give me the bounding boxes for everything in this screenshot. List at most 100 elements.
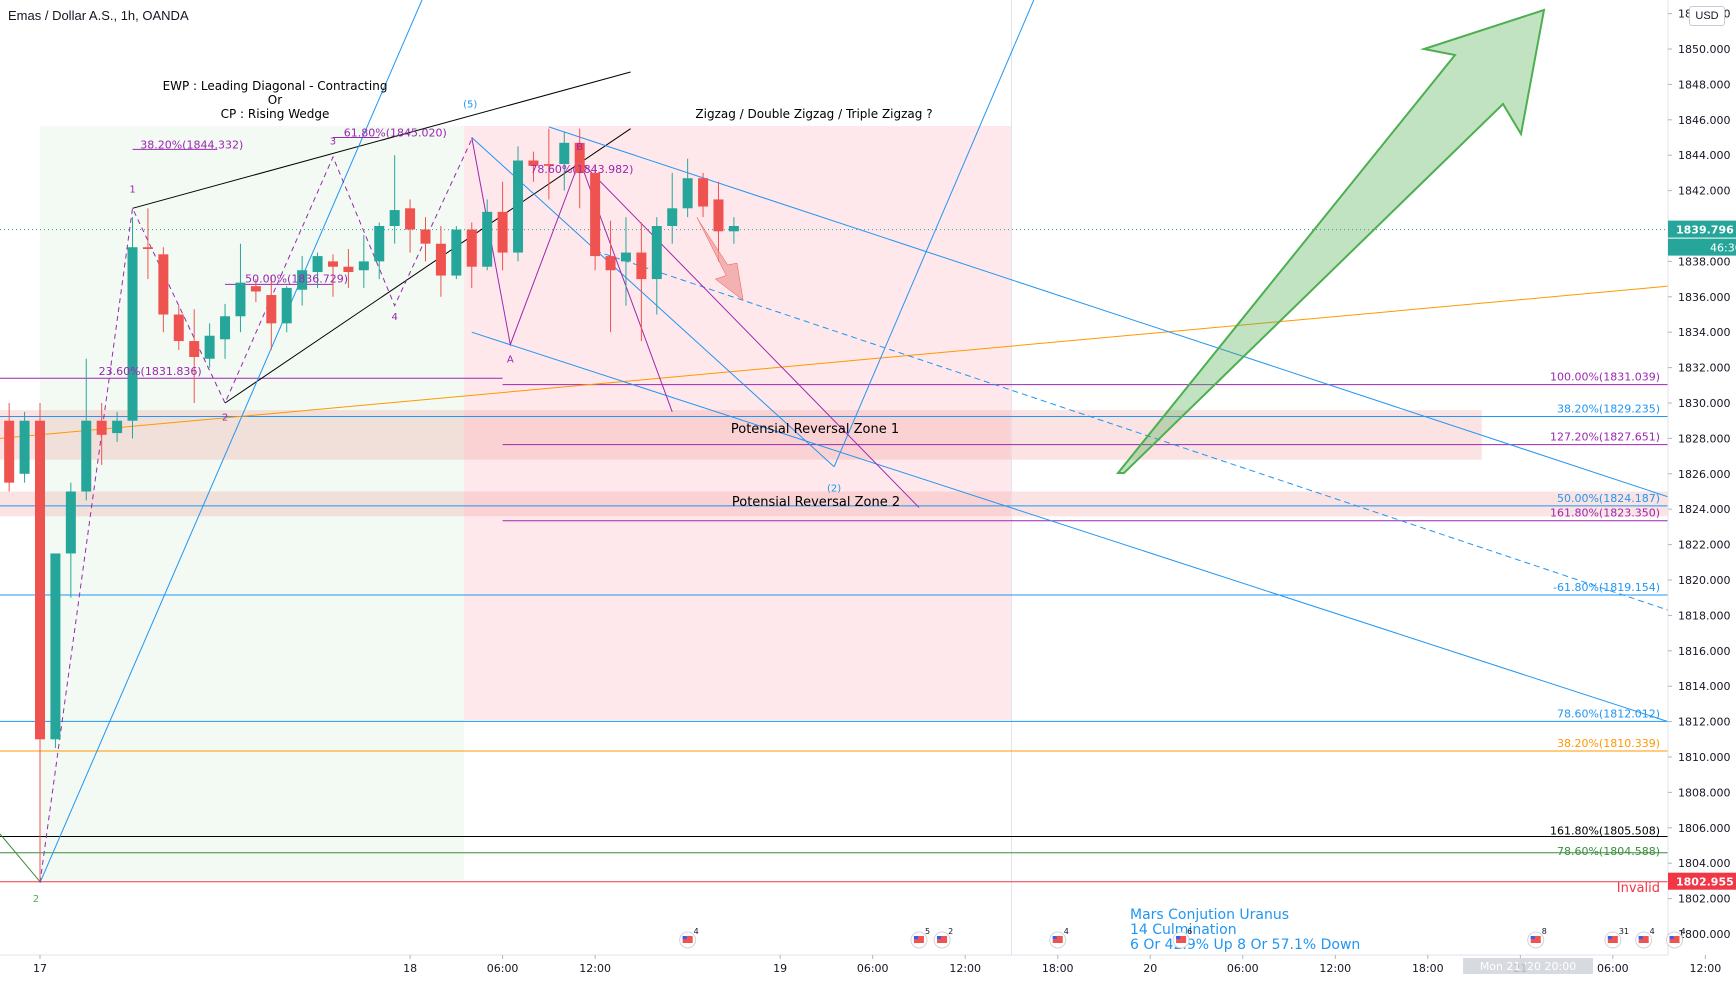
- event-count: 4: [694, 927, 699, 936]
- flag-icon: [1607, 936, 1618, 943]
- time-tick-label: 19: [773, 962, 787, 975]
- price-tick-label: 1804.000: [1678, 857, 1731, 870]
- flag-icon-canton: [1638, 936, 1643, 939]
- price-tick-label: 1806.000: [1678, 822, 1731, 835]
- candle-body: [451, 229, 462, 276]
- time-tick-label: 06:00: [1597, 962, 1629, 975]
- wave-dashed-path: [39, 139, 473, 883]
- candle-body: [482, 211, 493, 267]
- price-tick-label: 1816.000: [1678, 645, 1731, 658]
- price-tick-label: 1810.000: [1678, 751, 1731, 764]
- price-tick-label: 1850.000: [1678, 43, 1731, 56]
- zigzag-title: Zigzag / Double Zigzag / Triple Zigzag ?: [695, 107, 932, 121]
- event-count: 4: [1650, 927, 1655, 936]
- candle-body: [713, 199, 724, 232]
- candle-body: [374, 226, 385, 262]
- time-axis: 17 18 06:00 12:00 19 06:00 12:00 18:00 20 06:00 12…: [0, 954, 1736, 983]
- event-badges: 4 5 2 4 6 8 31 4 4: [679, 927, 1686, 949]
- flag-icon-canton: [937, 936, 942, 939]
- flag-icon: [682, 936, 693, 943]
- fib-level-label: 50.00%(1836.729): [245, 272, 348, 285]
- ewp-title: EWP : Leading Diagonal - Contracting: [163, 79, 388, 93]
- symbol-title: Emas / Dollar A.S., 1h, OANDA: [8, 8, 189, 23]
- flag-icon: [937, 936, 948, 943]
- countdown-label: 46:30: [1710, 242, 1736, 255]
- abc-projection-line: [833, 0, 1035, 467]
- price-tick-label: 1830.000: [1678, 397, 1731, 410]
- current-price-label: 1839.796: [1676, 224, 1734, 237]
- candle-body: [574, 142, 585, 173]
- candle-body: [19, 420, 30, 474]
- long-position-zone: [40, 126, 465, 880]
- currency-button[interactable]: USD: [1689, 6, 1725, 26]
- candle-body: [420, 229, 431, 244]
- fib-level-label: 127.20%(1827.651): [1550, 431, 1660, 444]
- green-up-arrow: [1115, 8, 1546, 474]
- wave-label: 3: [330, 137, 336, 148]
- invalid-price-label: 1802.955: [1676, 876, 1734, 889]
- candle-body: [297, 270, 308, 290]
- fib-level-label: 78.60%(1843.982): [530, 163, 633, 176]
- wave-label: 2: [222, 413, 228, 424]
- wave-label: (5): [463, 99, 477, 110]
- event-count: 4: [1681, 927, 1686, 936]
- candle-body: [112, 420, 123, 434]
- candle-body: [158, 254, 169, 315]
- flag-icon-canton: [1607, 936, 1612, 939]
- wave-label: A: [507, 354, 514, 365]
- time-tick-label: 17: [33, 962, 47, 975]
- flag-icon-canton: [1176, 936, 1181, 939]
- event-count: 6: [1187, 927, 1192, 936]
- red-down-arrow: [696, 217, 744, 301]
- candle-body: [173, 314, 184, 342]
- candle-body: [543, 164, 554, 166]
- flag-icon-canton: [1669, 936, 1674, 939]
- candle-body: [312, 256, 323, 273]
- candle-body: [559, 142, 570, 165]
- or-label: Or: [268, 93, 282, 107]
- candle-body: [220, 316, 231, 340]
- fib-level-label: 38.20%(1844.332): [140, 138, 243, 151]
- time-tick-label: 18:00: [1042, 962, 1074, 975]
- price-axis: 1852.0001850.0001848.0001846.0001844.000…: [1667, 0, 1736, 955]
- candle-body: [590, 172, 601, 257]
- candle-body: [651, 226, 662, 280]
- flag-icon: [1052, 936, 1063, 943]
- candle-body: [389, 210, 400, 226]
- reversal-zone-2-band: [0, 491, 1668, 517]
- wedge-lower-line: [224, 128, 631, 404]
- flag-icon-canton: [682, 936, 687, 939]
- fib-level-label: 100.00%(1831.039): [1550, 371, 1660, 384]
- fib-level-label: 23.60%(1831.836): [99, 365, 202, 378]
- flag-icon-canton: [1530, 936, 1535, 939]
- astro-note-line-1: Mars Conjution Uranus: [1130, 907, 1289, 923]
- event-count: 31: [1619, 927, 1629, 936]
- event-count: 8: [1542, 927, 1547, 936]
- candle-body: [497, 211, 508, 253]
- event-count: 5: [925, 927, 930, 936]
- orange-trend-line: [0, 285, 1669, 439]
- candle-body: [466, 229, 477, 267]
- price-tick-label: 1802.000: [1678, 893, 1731, 906]
- time-tick-label: 12:00: [949, 962, 981, 975]
- wave-label: 1: [129, 184, 135, 195]
- candle-body: [189, 341, 200, 357]
- crosshair-time-label: Mon 21 '20 20:00: [1480, 960, 1576, 973]
- time-tick-label: 20: [1143, 962, 1157, 975]
- flag-icon: [1176, 936, 1187, 943]
- candle-body: [327, 261, 338, 267]
- price-axis-bg: [1668, 0, 1736, 955]
- price-tick-label: 1842.000: [1678, 185, 1731, 198]
- cp-title: CP : Rising Wedge: [221, 107, 330, 121]
- astro-note-line-3: 6 Or 42.9% Up 8 Or 57.1% Down: [1130, 937, 1360, 953]
- candle-body: [235, 282, 246, 317]
- time-tick-label: 12:00: [579, 962, 611, 975]
- price-tick-label: 1834.000: [1678, 326, 1731, 339]
- time-tick-label: 06:00: [487, 962, 519, 975]
- invalid-price-badge: [1668, 872, 1736, 890]
- event-count: 2: [948, 927, 953, 936]
- fib-level-label: 161.80%(1805.508): [1550, 825, 1660, 838]
- abc-projection-line: [579, 160, 920, 508]
- crosshair-time-badge: [1463, 958, 1594, 974]
